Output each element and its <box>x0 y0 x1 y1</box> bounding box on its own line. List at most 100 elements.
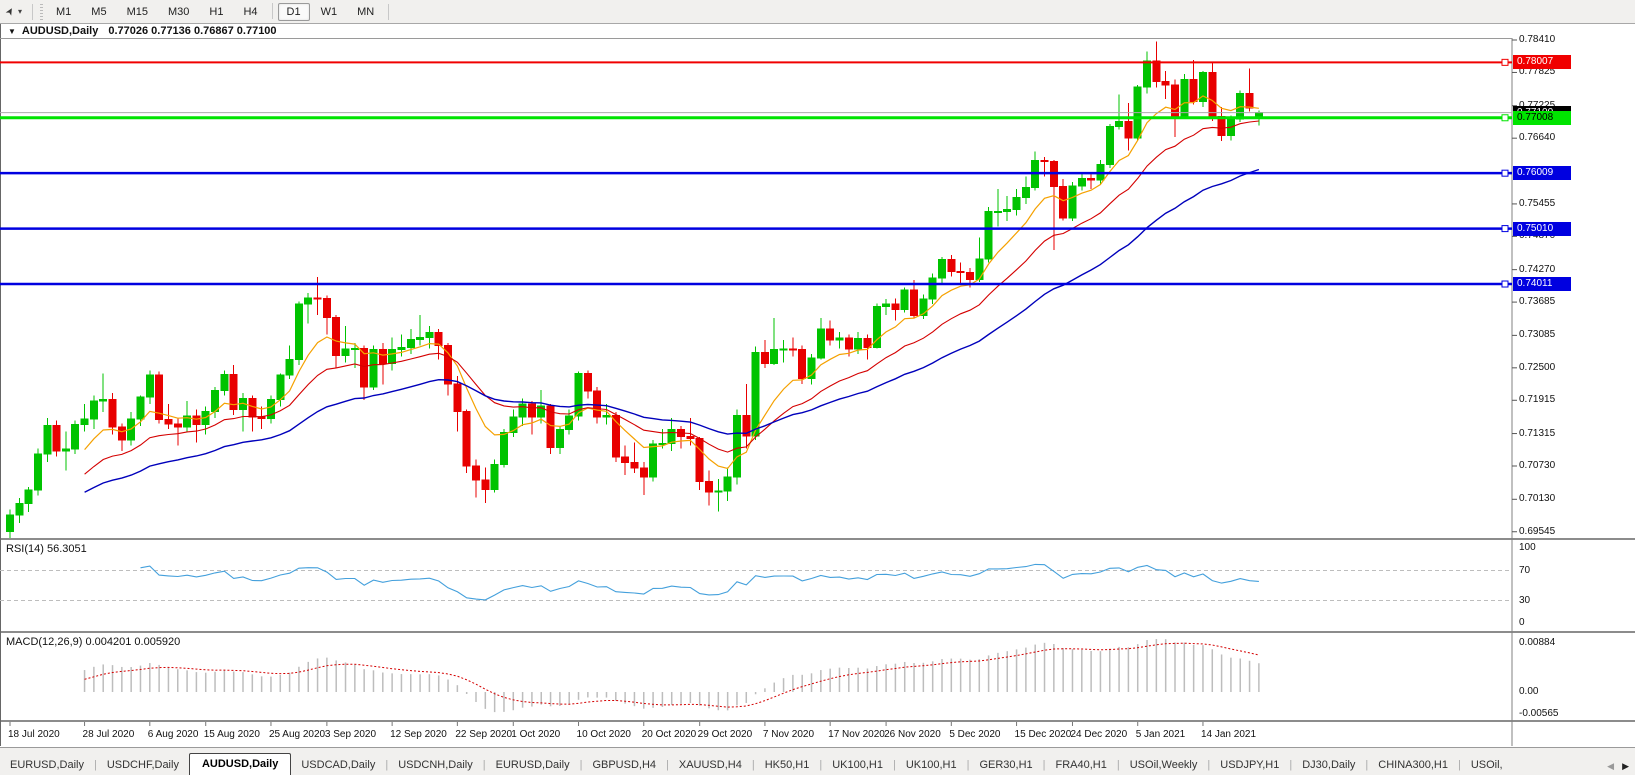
candle-body <box>108 398 117 428</box>
candle-body <box>779 348 788 351</box>
price-tick-label: 0.76640 <box>1519 132 1556 144</box>
candle-body <box>593 390 602 418</box>
candle-body <box>462 411 471 467</box>
candle-body <box>322 297 331 318</box>
candle-body <box>1236 92 1245 120</box>
candle-body <box>844 337 853 350</box>
timeframe-button-H4[interactable]: H4 <box>243 5 258 18</box>
price-tick-label: 0.71315 <box>1519 427 1556 439</box>
tab-separator: | <box>1116 759 1120 771</box>
symbol-tab-ger30-h1[interactable]: GER30,H1 <box>979 759 1033 771</box>
symbol-tab-hk50-h1[interactable]: HK50,H1 <box>764 759 810 771</box>
symbol-tab-eurusd-daily[interactable]: EURUSD,Daily <box>10 759 84 771</box>
level-line-handle[interactable] <box>1501 169 1509 177</box>
splitter-2[interactable] <box>0 631 1635 633</box>
pointer-tool-caret-icon[interactable]: ▾ <box>18 7 23 16</box>
date-tick-label: 28 Jul 2020 <box>82 729 135 740</box>
splitter-1[interactable] <box>0 538 1635 540</box>
timeframe-button-D1[interactable]: D1 <box>277 2 310 21</box>
date-tick-label: 17 Nov 2020 <box>828 729 885 740</box>
candle-body <box>434 331 443 347</box>
price-tick-label: 0.78410 <box>1519 34 1556 45</box>
symbol-tab-fra40-h1[interactable]: FRA40,H1 <box>1055 759 1107 771</box>
candle-body <box>1152 60 1161 83</box>
symbol-tab-usdcnh-daily[interactable]: USDCNH,Daily <box>398 759 473 771</box>
chart-menu-caret-icon[interactable]: ▼ <box>8 26 16 36</box>
date-tick-label: 1 Oct 2020 <box>511 729 561 740</box>
symbol-tab-usdcad-daily[interactable]: USDCAD,Daily <box>301 759 376 771</box>
candle-body <box>863 337 872 348</box>
price-tick-label: 0.70130 <box>1519 493 1556 505</box>
candle-body <box>658 442 667 445</box>
candle-body <box>1254 112 1263 118</box>
candle-body <box>788 348 797 351</box>
symbol-tab-uk100-h1[interactable]: UK100,H1 <box>905 759 957 771</box>
candle-body <box>173 423 182 428</box>
level-line-handle[interactable] <box>1501 58 1509 66</box>
timeframe-button-M1[interactable]: M1 <box>56 5 72 18</box>
timeframe-button-M30[interactable]: M30 <box>167 5 190 18</box>
toolbar-separator <box>271 2 273 19</box>
symbol-tab-usdjpy-h1[interactable]: USDJPY,H1 <box>1220 759 1280 771</box>
symbol-tab-china300-h1[interactable]: CHINA300,H1 <box>1378 759 1448 771</box>
tabs-scroll-left-icon[interactable]: ◀ <box>1607 761 1615 771</box>
candle-body <box>378 349 387 364</box>
symbol-tab-audusd-daily[interactable]: AUDUSD,Daily <box>188 753 292 775</box>
indicator-tick-label: 70 <box>1519 564 1531 576</box>
candle-body <box>416 336 425 341</box>
symbol-tab-eurusd-daily[interactable]: EURUSD,Daily <box>495 759 570 771</box>
candle-body <box>360 347 369 388</box>
timeframe-button-MN[interactable]: MN <box>357 5 375 18</box>
date-tick-label: 12 Sep 2020 <box>390 729 447 740</box>
candle-body <box>43 425 52 455</box>
timeframe-button-H1[interactable]: H1 <box>209 5 224 18</box>
candle-body <box>136 396 145 420</box>
date-tick-label: 3 Sep 2020 <box>324 729 377 740</box>
candle-body <box>89 400 98 420</box>
price-tick-label: 0.77225 <box>1519 100 1589 112</box>
level-price-label: 0.75010 <box>1513 221 1571 236</box>
rsi-line <box>140 563 1259 601</box>
date-tick-label: 29 Oct 2020 <box>697 729 753 740</box>
level-price-label: 0.77008 <box>1513 110 1571 125</box>
tab-separator: | <box>666 759 669 771</box>
tabs-scroll-right-icon[interactable]: ▶ <box>1622 761 1629 771</box>
candle-body <box>732 415 741 478</box>
candle-body <box>313 297 322 300</box>
candle-body <box>518 403 527 418</box>
symbol-tab-usoil-[interactable]: USOil, <box>1470 759 1503 771</box>
candle-body <box>854 337 863 350</box>
candle-body <box>481 479 490 490</box>
candle-body <box>229 373 238 410</box>
symbol-tab-gbpusd-h4[interactable]: GBPUSD,H4 <box>592 759 657 771</box>
toolbar-separator <box>32 3 33 20</box>
toolbar-grip[interactable] <box>40 3 43 20</box>
tab-separator: | <box>751 759 755 771</box>
candle-body <box>705 481 713 493</box>
symbol-tab-usoil-weekly[interactable]: USOil,Weekly <box>1129 759 1198 771</box>
candle-body <box>993 210 1002 213</box>
tab-separator: | <box>892 759 896 771</box>
timeframe-button-W1[interactable]: W1 <box>320 5 338 18</box>
level-line-handle[interactable] <box>1501 114 1509 122</box>
price-tick-label: 0.74270 <box>1519 263 1556 275</box>
symbol-tab-xauusd-h4[interactable]: XAUUSD,H4 <box>678 759 742 771</box>
splitter-3[interactable] <box>0 720 1635 722</box>
symbol-tab-dj30-daily[interactable]: DJ30,Daily <box>1302 759 1356 771</box>
candle-body <box>490 463 499 490</box>
timeframe-button-M5[interactable]: M5 <box>91 5 107 18</box>
candle-body <box>546 405 555 449</box>
level-line-handle[interactable] <box>1501 225 1509 233</box>
candle-body <box>1059 185 1068 219</box>
candle-body <box>304 297 313 305</box>
chart-title-symbol: AUDUSD,Daily <box>21 25 99 37</box>
candle-body <box>6 514 14 532</box>
level-line-handle[interactable] <box>1501 280 1509 288</box>
candle-body <box>891 303 900 311</box>
symbol-tab-uk100-h1[interactable]: UK100,H1 <box>832 759 883 771</box>
candle-body <box>192 415 201 425</box>
candle-body <box>751 351 760 437</box>
timeframe-button-M15[interactable]: M15 <box>126 5 148 18</box>
symbol-tab-usdchf-daily[interactable]: USDCHF,Daily <box>106 759 179 771</box>
